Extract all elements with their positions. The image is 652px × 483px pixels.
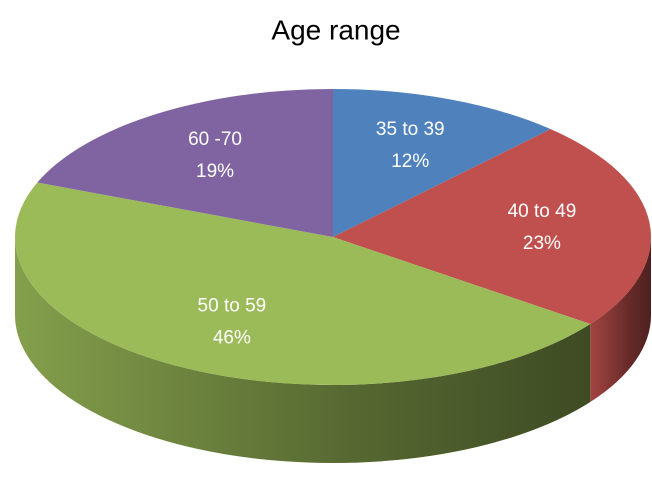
slice-label: 60 -70: [188, 129, 242, 150]
chart-title: Age range: [271, 14, 400, 45]
slice-label: 40 to 49: [508, 201, 577, 222]
slice: [333, 129, 652, 324]
slice: [37, 89, 333, 237]
slice: [15, 182, 591, 385]
slice-label: 50 to 59: [198, 296, 267, 317]
slice: [333, 89, 551, 237]
slice-value: 23%: [523, 233, 561, 254]
slice-side-shade: [590, 237, 651, 402]
slice-label: 35 to 39: [376, 119, 445, 140]
slice-side-shade: [15, 237, 591, 463]
slice-value: 46%: [213, 328, 251, 349]
slice-value: 12%: [391, 151, 429, 172]
slice-value: 19%: [196, 161, 234, 182]
